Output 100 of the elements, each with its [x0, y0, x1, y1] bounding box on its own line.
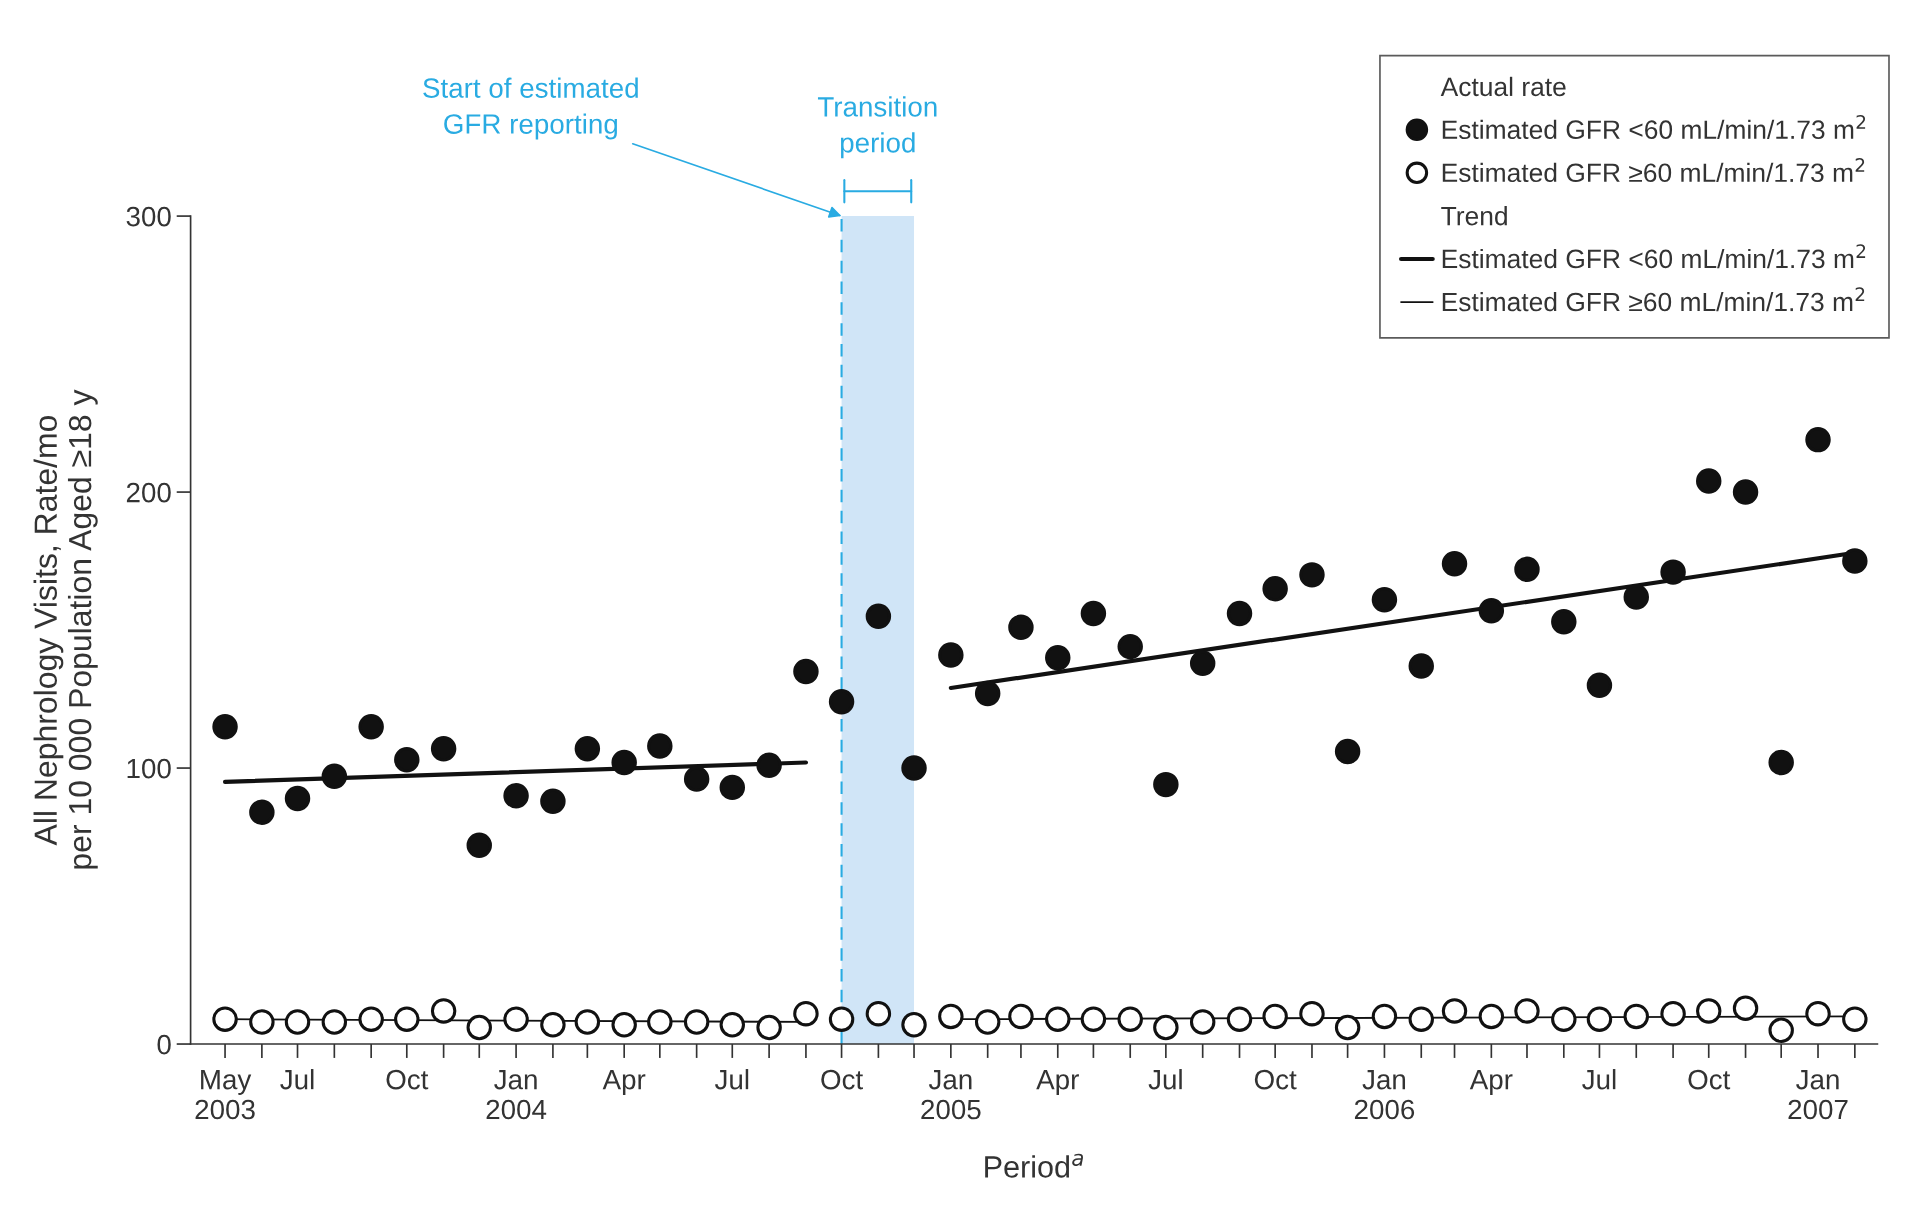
point	[394, 747, 420, 773]
y-tick-label: 100	[127, 758, 171, 779]
point	[1334, 738, 1361, 765]
point	[284, 785, 311, 812]
point	[1805, 426, 1831, 453]
legend-label: Estimated GFR ≥60 mL/min/1.73 m$^{2}$	[1442, 287, 1865, 312]
point	[974, 1009, 1001, 1035]
point	[611, 749, 637, 776]
x-tick-label: Apr	[1469, 1070, 1513, 1095]
point	[1408, 1006, 1434, 1032]
x-tick-label: Apr	[602, 1070, 646, 1095]
point	[1371, 1003, 1398, 1030]
legend-label: Estimated GFR <60 mL/min/1.73 m$^{2}$	[1442, 114, 1866, 140]
point	[358, 1006, 384, 1032]
point	[574, 1009, 601, 1035]
point	[865, 603, 892, 629]
point	[1514, 556, 1540, 583]
point	[793, 658, 819, 685]
point	[1551, 1006, 1577, 1032]
point	[212, 713, 238, 740]
point	[719, 1011, 746, 1038]
point	[1008, 614, 1034, 641]
point	[466, 1014, 492, 1041]
point	[828, 1006, 855, 1032]
point	[1732, 479, 1759, 505]
point	[249, 799, 275, 825]
point	[1842, 548, 1868, 574]
x-tick-label: Jan 2004	[486, 1070, 547, 1120]
point	[1299, 562, 1325, 588]
ref-line-label: Start of estimated GFR reporting	[423, 77, 638, 140]
point	[394, 1006, 420, 1032]
band-label: Transition period	[817, 96, 937, 159]
x-tick-label: Jan 2007	[1788, 1070, 1848, 1120]
x-tick-label: Oct	[821, 1069, 863, 1090]
point	[503, 782, 529, 809]
point	[647, 1009, 673, 1035]
point	[540, 1011, 566, 1038]
point	[683, 766, 710, 792]
point	[540, 788, 566, 814]
legend-label: Estimated GFR ≥60 mL/min/1.73 m$^{2}$	[1442, 158, 1865, 183]
point	[938, 1003, 964, 1030]
point	[719, 774, 746, 801]
point	[1189, 1009, 1216, 1035]
point	[1080, 600, 1107, 627]
point	[865, 1000, 892, 1027]
point	[1441, 998, 1468, 1024]
point	[212, 1006, 238, 1032]
point	[974, 680, 1001, 707]
point	[1262, 575, 1288, 602]
point	[358, 713, 384, 740]
point	[1695, 468, 1722, 494]
x-tick-label: Jan 2006	[1354, 1070, 1415, 1120]
point	[1117, 1006, 1143, 1032]
x-tick-label: Oct	[386, 1069, 429, 1090]
point	[938, 642, 964, 668]
point	[574, 736, 601, 762]
point	[1768, 749, 1794, 776]
point	[1623, 584, 1649, 610]
point	[683, 1009, 710, 1035]
point	[503, 1006, 529, 1032]
point	[1551, 609, 1577, 635]
point	[901, 1011, 927, 1038]
point	[1117, 633, 1143, 660]
point	[321, 1009, 348, 1035]
x-tick-label: Jul	[714, 1069, 749, 1090]
point	[249, 1009, 275, 1035]
y-tick-label: 300	[126, 206, 171, 227]
point	[1478, 598, 1505, 624]
point	[1842, 1006, 1868, 1032]
x-tick-label: Jan 2005	[921, 1070, 981, 1120]
point	[430, 736, 457, 762]
point	[1623, 1003, 1649, 1030]
point	[1045, 644, 1071, 671]
point	[1045, 1006, 1071, 1032]
point	[321, 763, 348, 790]
legend-label: Estimated GFR <60 mL/min/1.73 m$^{2}$	[1442, 244, 1866, 269]
point	[1226, 1006, 1253, 1032]
x-tick-label: Jul	[1582, 1069, 1616, 1090]
point	[1660, 1000, 1686, 1027]
point	[1371, 586, 1398, 613]
point	[1262, 1003, 1288, 1030]
text: Actual rate	[1440, 76, 1566, 97]
point	[1008, 1003, 1034, 1030]
point	[1695, 998, 1722, 1024]
point	[1441, 551, 1468, 577]
y-tick-label: 0	[157, 1034, 171, 1055]
x-tick-label: Oct	[1688, 1069, 1731, 1090]
point	[1189, 650, 1216, 676]
x-tick-label: Jul	[280, 1069, 314, 1090]
point	[466, 832, 492, 859]
point	[1408, 653, 1434, 679]
point	[1586, 672, 1613, 698]
point	[1226, 600, 1253, 627]
y-axis-title: All Nephrology Visits, Rate/mo per 10 000 Population Aged ≥18 y	[33, 389, 98, 869]
point	[1660, 559, 1686, 585]
x-tick-label: May 2003	[195, 1070, 255, 1120]
point	[1299, 1000, 1325, 1027]
point	[1805, 1000, 1831, 1027]
y-tick-label: 200	[126, 482, 171, 503]
point	[1586, 1006, 1613, 1032]
